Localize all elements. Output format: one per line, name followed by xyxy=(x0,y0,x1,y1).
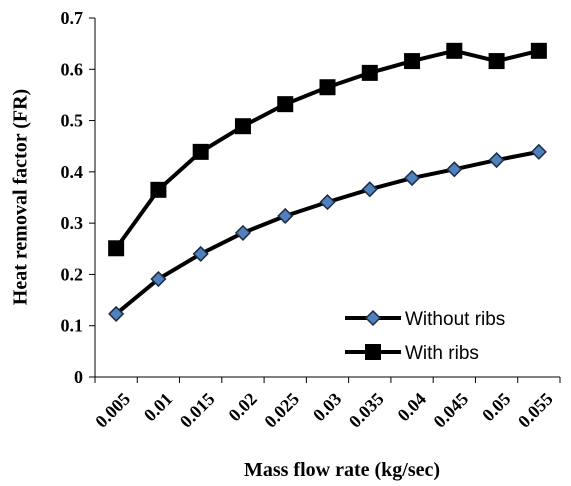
x-tick-label: 0.025 xyxy=(260,389,303,432)
x-tick-label: 0.035 xyxy=(345,389,388,432)
marker xyxy=(192,143,209,160)
marker xyxy=(404,53,421,70)
y-tick-label: 0.1 xyxy=(61,316,84,336)
marker xyxy=(108,240,125,257)
line xyxy=(114,149,540,316)
marker xyxy=(319,79,336,96)
x-tick-label: 0.04 xyxy=(394,389,430,425)
marker xyxy=(319,194,336,211)
marker xyxy=(403,169,421,187)
marker xyxy=(277,207,294,225)
x-tick-label: 0.03 xyxy=(309,389,345,425)
x-tick-label: 0.055 xyxy=(514,389,557,432)
marker xyxy=(192,245,209,262)
x-axis-title: Mass flow rate (kg/sec) xyxy=(244,459,440,481)
marker xyxy=(150,270,167,288)
marker xyxy=(361,64,378,81)
x-tick-label: 0.01 xyxy=(140,389,176,425)
marker xyxy=(488,152,505,169)
x-tick-label: 0.015 xyxy=(176,389,219,432)
marker xyxy=(150,181,167,198)
marker xyxy=(530,42,547,59)
marker xyxy=(361,181,378,198)
legend-marker xyxy=(364,309,382,327)
y-tick-label: 0.7 xyxy=(61,8,84,28)
marker xyxy=(277,96,294,113)
marker xyxy=(234,118,251,135)
x-tick-label: 0.045 xyxy=(429,389,472,432)
legend-label: Without ribs xyxy=(405,309,505,330)
y-tick-label: 0.4 xyxy=(61,162,84,182)
y-tick-label: 0.5 xyxy=(61,111,84,131)
marker xyxy=(488,53,505,70)
y-tick-label: 0.6 xyxy=(61,59,84,79)
marker xyxy=(446,161,463,178)
marker xyxy=(530,143,547,160)
y-tick-label: 0.2 xyxy=(61,264,84,284)
marker xyxy=(234,224,252,241)
y-tick-label: 0.3 xyxy=(61,213,84,233)
x-tick-label: 0.05 xyxy=(478,389,514,425)
y-tick-label: 0 xyxy=(74,367,83,387)
x-tick-label: 0.005 xyxy=(91,389,134,432)
legend-label: With ribs xyxy=(405,343,479,364)
marker xyxy=(108,305,125,322)
marker xyxy=(446,42,463,59)
legend-marker xyxy=(365,344,381,360)
x-tick-label: 0.02 xyxy=(224,389,260,425)
y-axis-title: Heat removal factor (FR) xyxy=(10,89,32,305)
